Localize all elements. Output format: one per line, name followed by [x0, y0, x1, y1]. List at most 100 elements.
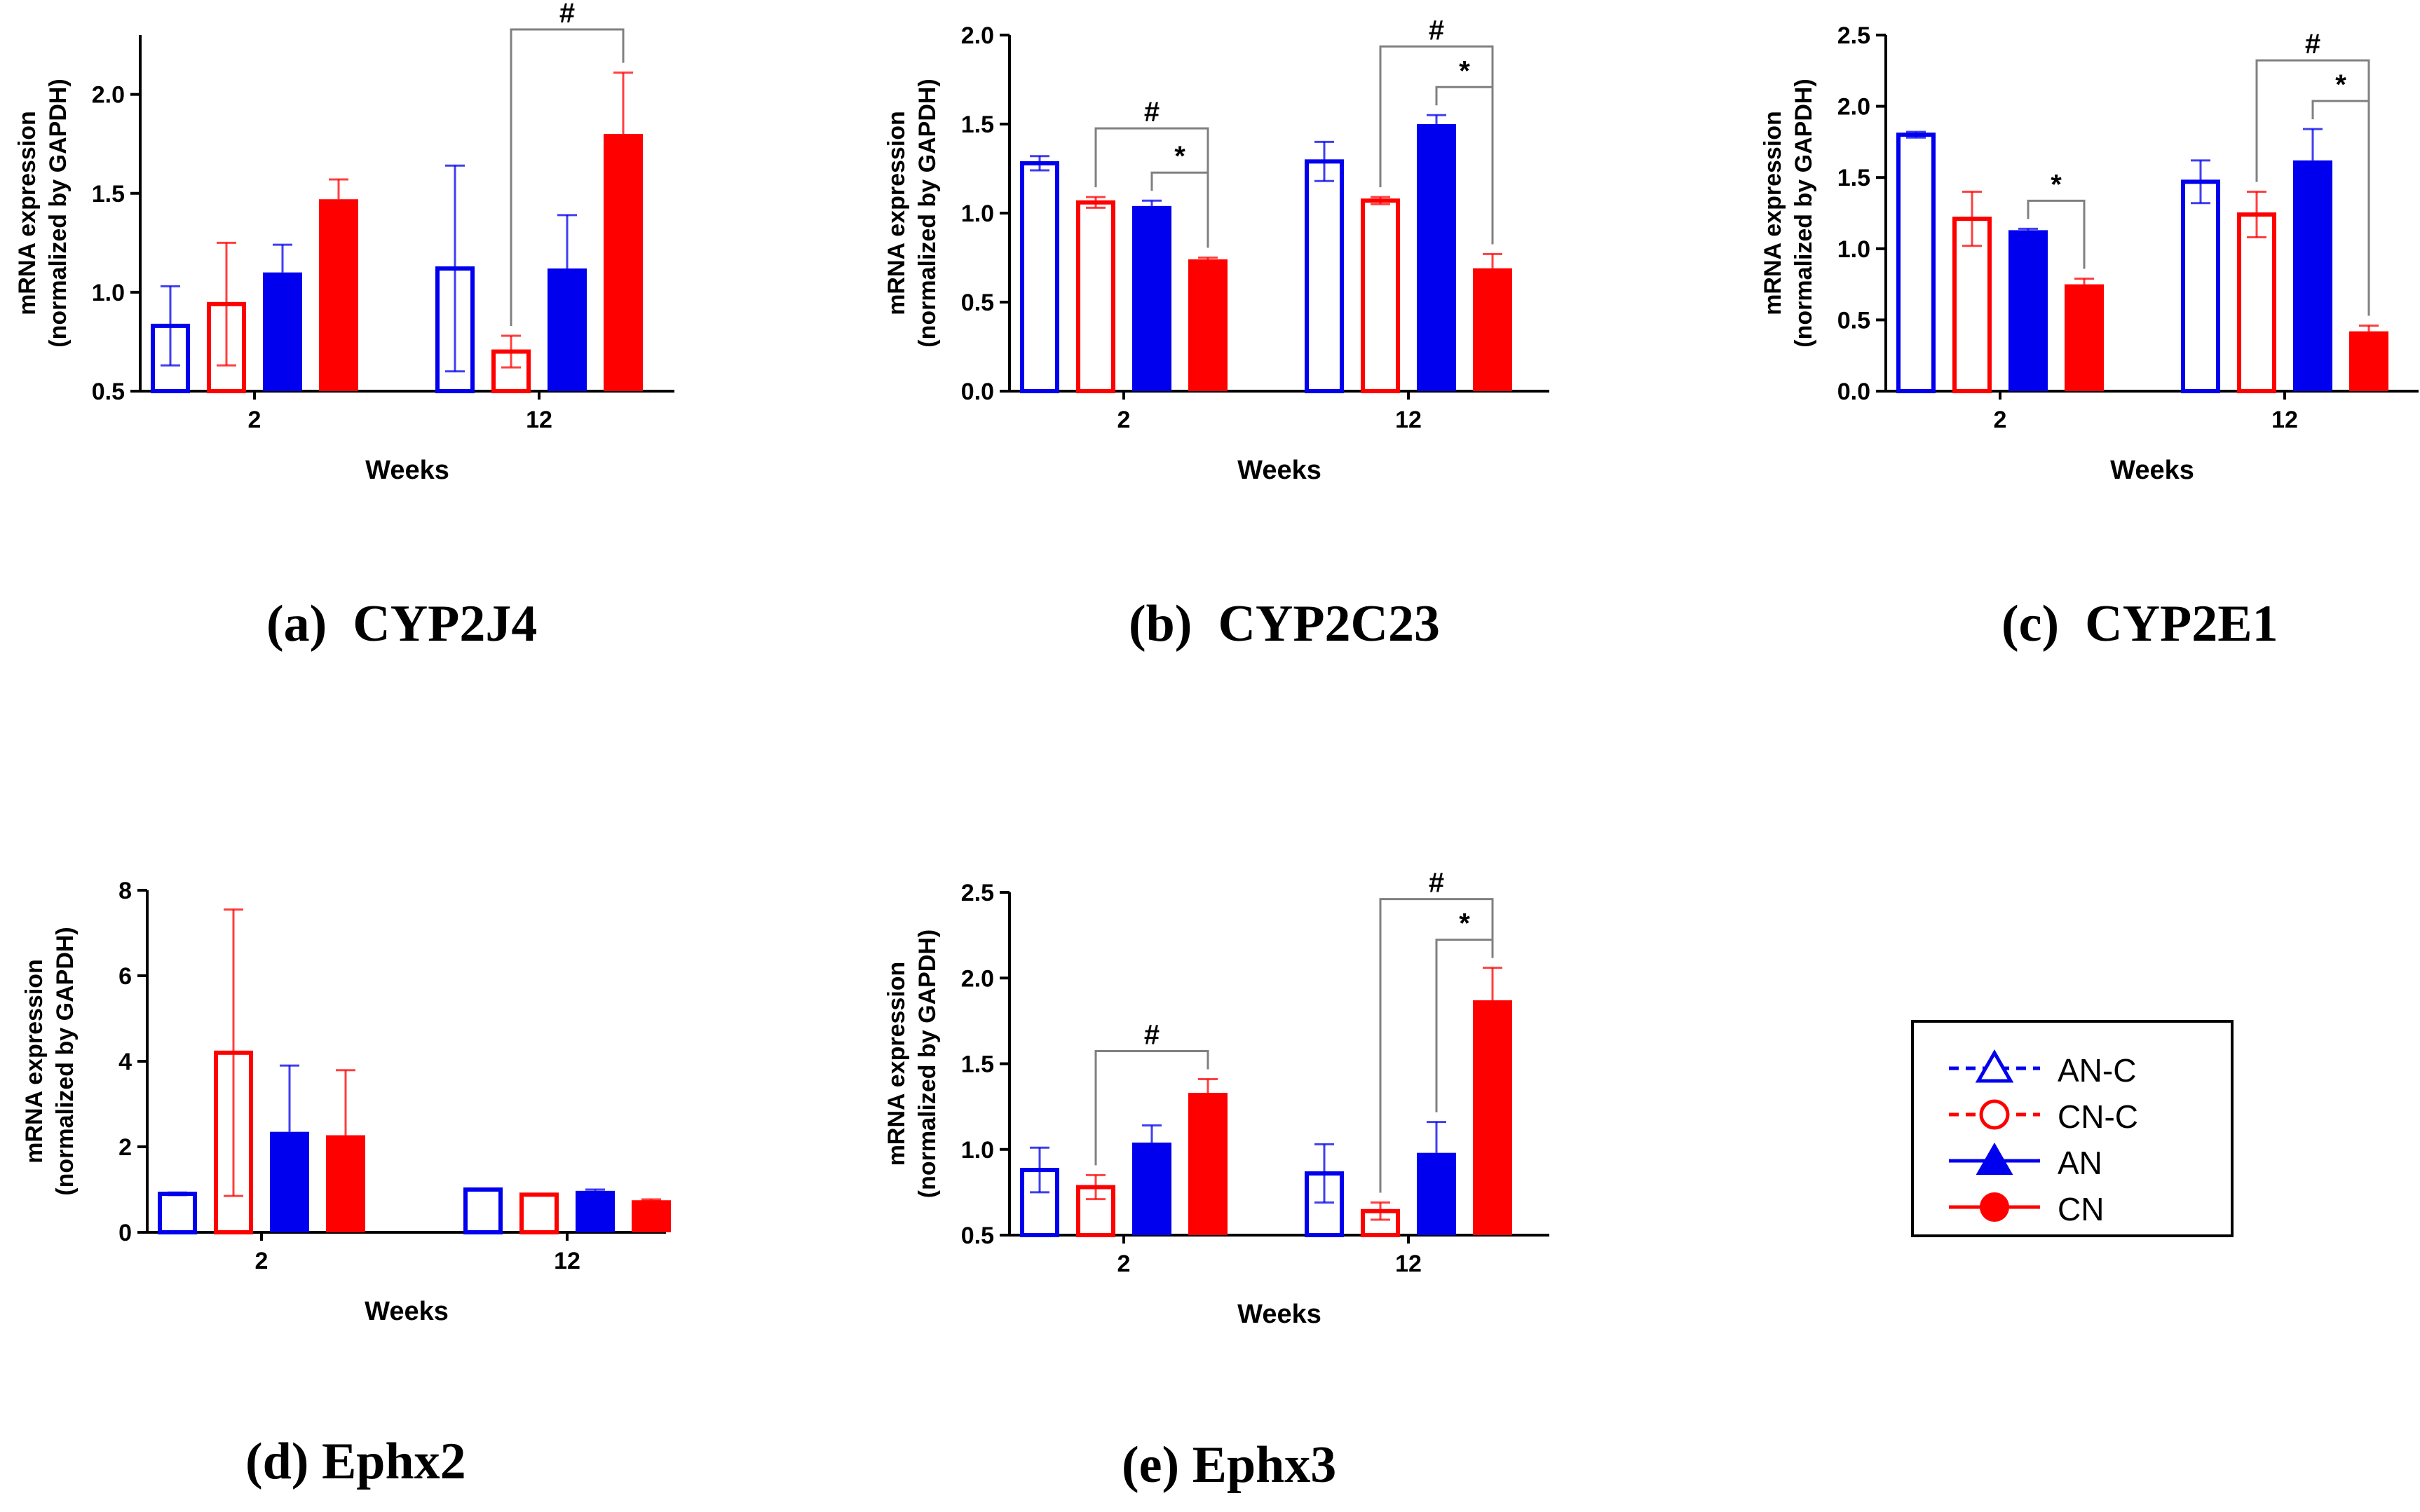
bar [519, 1192, 559, 1235]
y-tick-label: 1.5 [92, 181, 125, 207]
y-axis-label: mRNA expression [14, 111, 41, 315]
x-tick-label: 12 [554, 1248, 580, 1274]
x-tick-label: 2 [248, 407, 261, 433]
y-tick-label: 1.0 [961, 200, 994, 227]
x-tick-label: 2 [1994, 407, 2007, 433]
caption-a: (a) CYP2J4 [266, 595, 538, 653]
bar [263, 272, 302, 391]
y-tick-label: 2.5 [1837, 22, 1870, 49]
bar [158, 1192, 197, 1235]
chart-svg-a: 0.5 1.0 1.5 2.0 mRNA expression (normalized b… [14, 0, 674, 485]
bar [326, 1135, 365, 1232]
significance-bracket [1150, 171, 1209, 248]
bar [1305, 159, 1344, 393]
y-tick-label: 4 [118, 1049, 132, 1075]
legend-label-cn-c: CN-C [2058, 1098, 2138, 1135]
y-tick-label: 1.5 [1837, 165, 1870, 191]
y-axis-label: mRNA expression [1760, 111, 1786, 315]
bar [270, 1131, 309, 1232]
caption-d: (d) Ephx2 [245, 1433, 466, 1490]
y-axis-label: mRNA expression [883, 962, 910, 1166]
chart-panel-e: 0.5 1.0 1.5 2.0 2.5 mRNA expression (normalize… [862, 868, 1563, 1374]
significance-label: # [559, 0, 575, 29]
significance-label: * [1459, 55, 1470, 86]
significance-bracket [1435, 939, 1494, 1112]
y-tick-label: 2 [118, 1134, 132, 1161]
x-tick-label: 2 [255, 1248, 268, 1274]
open-circle-icon [1949, 1099, 2040, 1130]
bar [1132, 205, 1171, 391]
significance-label: # [1429, 868, 1444, 899]
y-tick-label: 8 [118, 878, 132, 904]
chart-svg-d: 0 2 4 6 8 mRNA expression (normalized by GAPDH… [21, 878, 671, 1326]
y-tick-label: 0.0 [961, 379, 994, 405]
bar [2237, 212, 2276, 394]
bar [319, 199, 358, 391]
x-axis-label: Weeks [365, 1297, 449, 1326]
filled-triangle-icon [1949, 1142, 2040, 1175]
bar [1473, 268, 1512, 391]
caption-e: (e) Ephx3 [1122, 1436, 1337, 1494]
significance-bracket [2027, 199, 2086, 269]
bar [548, 268, 587, 391]
bar [2008, 230, 2048, 391]
significance-bracket [1379, 898, 1494, 1193]
chart-panel-d: 0 2 4 6 8 mRNA expression (normalized by GAPDH… [0, 869, 701, 1374]
y-tick-label: 0.0 [1837, 379, 1870, 405]
bar [1076, 200, 1115, 393]
significance-label: # [1144, 1020, 1160, 1051]
y-tick-label: 1.5 [961, 1051, 994, 1078]
x-tick-label: 2 [1117, 407, 1131, 433]
legend-label-an-c: AN-C [2058, 1052, 2137, 1089]
bar [463, 1187, 503, 1234]
y-tick-label: 1.0 [92, 280, 125, 306]
bar [632, 1200, 671, 1232]
y-tick-label: 0 [118, 1220, 132, 1246]
x-tick-label: 12 [1395, 407, 1422, 433]
legend-label-cn: CN [2058, 1191, 2105, 1227]
y-tick-label: 2.5 [961, 880, 994, 906]
chart-svg-e: 0.5 1.0 1.5 2.0 2.5 mRNA expression (normalize… [883, 868, 1549, 1329]
y-axis-label: (normalized by GAPDH) [45, 79, 72, 347]
significance-bracket [1094, 1050, 1209, 1166]
legend-item-an: AN [1935, 1140, 2215, 1182]
legend: AN-C CN-C AN CN [1911, 1020, 2234, 1237]
bar [576, 1190, 615, 1232]
bar [2349, 331, 2388, 391]
bar [2181, 179, 2220, 393]
y-tick-label: 1.0 [1837, 236, 1870, 263]
significance-label: * [2051, 169, 2062, 200]
y-axis-label: (normalized by GAPDH) [914, 79, 941, 347]
bar [1188, 259, 1228, 391]
x-axis-label: Weeks [1237, 456, 1321, 485]
significance-label: * [1459, 908, 1470, 939]
open-triangle-icon [1949, 1049, 2040, 1083]
x-axis-label: Weeks [2110, 456, 2194, 485]
legend-item-cn-c: CN-C [1935, 1094, 2215, 1136]
significance-label: # [1144, 97, 1160, 128]
caption-b: (b) CYP2C23 [1129, 595, 1440, 653]
significance-label: * [2335, 69, 2346, 100]
y-tick-label: 0.5 [92, 379, 125, 405]
chart-svg-c: 0.0 0.5 1.0 1.5 2.0 2.5 mRNA expression (normal… [1760, 22, 2419, 485]
x-axis-label: Weeks [1237, 1300, 1321, 1329]
bar [1417, 1152, 1456, 1235]
bar [1020, 161, 1059, 393]
significance-label: # [1429, 15, 1444, 46]
significance-bracket [2311, 100, 2370, 316]
bar [1361, 198, 1400, 393]
y-tick-label: 1.0 [961, 1137, 994, 1164]
y-tick-label: 2.0 [961, 22, 994, 49]
chart-panel-a: 0.5 1.0 1.5 2.0 mRNA expression (normalized b… [0, 0, 701, 505]
y-axis-label: mRNA expression [883, 111, 910, 315]
filled-circle-icon [1949, 1192, 2040, 1222]
x-tick-label: 12 [526, 407, 552, 433]
y-tick-label: 0.5 [961, 1222, 994, 1249]
bar [1952, 217, 1992, 393]
y-tick-label: 2.0 [961, 965, 994, 992]
significance-label: * [1174, 141, 1185, 172]
bar [1188, 1093, 1228, 1235]
bar [1417, 124, 1456, 391]
legend-item-cn: CN [1935, 1186, 2215, 1228]
y-axis-label: (normalized by GAPDH) [1790, 79, 1817, 347]
